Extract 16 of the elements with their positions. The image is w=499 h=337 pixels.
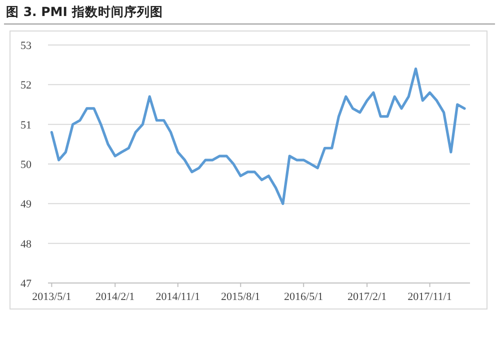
y-tick-label: 51 — [20, 119, 32, 132]
y-tick-label: 50 — [20, 159, 32, 171]
y-tick-label: 47 — [20, 278, 32, 290]
x-tick-label: 2017/11/1 — [408, 291, 452, 303]
x-tick-label: 2014/11/1 — [156, 291, 200, 303]
line-series — [50, 68, 466, 205]
x-tick-label: 2014/2/1 — [96, 291, 135, 303]
x-tick-label: 2015/8/1 — [221, 291, 260, 303]
y-tick-label: 48 — [20, 238, 32, 250]
y-tick-label: 49 — [20, 198, 32, 211]
y-tick-label: 52 — [20, 80, 32, 92]
chart-title: 图 3. PMI 指数时间序列图 — [6, 4, 163, 19]
x-tick-label: 2017/2/1 — [347, 291, 387, 303]
x-tick-label: 2013/5/1 — [32, 291, 72, 303]
x-tick-label: 2016/5/1 — [284, 291, 324, 303]
y-tick-label: 53 — [20, 40, 32, 52]
